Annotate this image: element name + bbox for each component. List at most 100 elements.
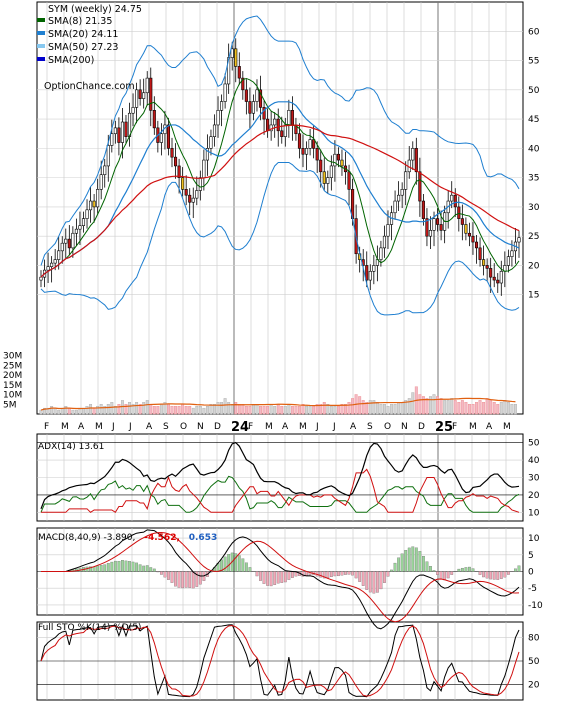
volume-bar [283,406,287,415]
price-candle [326,177,330,184]
price-candle [67,238,71,249]
macd-histogram-bar [457,568,461,572]
volume-bar [110,402,114,415]
price-tick-label: 30 [528,203,540,213]
month-label: 24 [231,420,249,435]
price-candle [46,266,50,271]
volume-bar [365,402,369,415]
volume-bar [220,402,224,415]
volume-bar [241,404,245,415]
plus-di-line [40,475,520,513]
volume-bar [57,409,61,415]
macd-tick-label: 0 [528,568,534,578]
price-candle [117,127,121,143]
price-candle [92,200,96,208]
volume-bar [443,400,447,415]
volume-bar [514,404,517,415]
volume-bar [383,404,386,415]
macd-histogram-bar [276,571,280,584]
price-candle [489,268,493,278]
price-candle [329,165,333,178]
price-candle [305,148,309,155]
volume-bar [340,404,344,415]
price-candle [460,218,464,225]
price-candle [283,124,287,137]
grid-lines [37,2,523,700]
price-candle [191,197,195,203]
macd-histogram-bar [372,571,376,594]
volume-bar [425,398,429,415]
stochastic-tick-label: 50 [528,657,540,667]
macd-histogram-bar [429,566,432,572]
price-candle [269,124,273,132]
price-candle [198,177,202,191]
volume-bar [273,406,277,415]
price-candle [471,235,475,243]
macd-histogram-bar [220,559,223,572]
price-candle [103,165,107,176]
price-candle [478,247,482,260]
volume-bar [496,404,500,415]
volume-bar [213,404,216,415]
macd-histogram-bar [503,571,507,578]
volume-bar [319,404,323,415]
macd-histogram-bar [496,571,500,580]
volume-bar [482,402,486,415]
price-candle [142,92,146,99]
price-candle [496,279,500,284]
price-candle [301,148,305,155]
adx-tick-label: 10 [528,508,540,518]
price-tick-label: 25 [528,232,539,242]
volume-bar [50,406,54,415]
volume-bar [308,406,312,415]
volume-bar [145,400,149,415]
macd-histogram-bar [110,561,114,572]
volume-bar [432,394,436,415]
volume-bar [475,402,478,415]
macd-histogram-bar [368,571,372,593]
price-candle [96,189,100,208]
macd-histogram-bar [517,565,521,572]
macd-histogram-bar [138,564,142,572]
macd-histogram-bar [471,568,475,572]
month-label: F [452,422,457,432]
macd-histogram-bar [482,571,485,578]
price-candle [365,265,369,281]
volume-bar [43,407,46,415]
volume-bar [510,404,514,415]
price-candle [113,127,117,135]
volume-bar [312,406,316,415]
month-label: D [418,422,425,432]
volume-tick-label: 25M [3,361,22,371]
price-candle [266,118,270,132]
macd-histogram-bar [390,569,393,572]
macd-histogram-bar [492,571,496,580]
volume-bar [305,406,309,415]
volume-bar [53,407,57,415]
macd-histogram-bar [124,560,128,572]
macd-histogram-bar [400,553,404,572]
price-candle [432,218,436,231]
volume-bar [276,404,280,415]
price-candle [315,148,319,161]
volume-bar [167,404,170,415]
price-candle [290,110,294,126]
month-label: D [214,422,221,432]
macd-histogram-bar [184,571,188,588]
legend-swatch [37,44,45,48]
price-candle [428,230,433,237]
sma-50-line [40,124,520,278]
month-label: M [61,422,69,432]
macd-histogram-bar [418,551,422,572]
macd-histogram-bar [347,571,351,575]
macd-histogram-bar [113,560,117,572]
volume-bar [397,402,401,415]
macd-histogram-bar [259,571,262,581]
volume-bar [163,402,167,415]
price-candle [482,259,486,266]
price-candle [57,250,61,260]
volume-bar [103,406,107,415]
macd-histogram-bar [248,567,252,572]
macd-histogram-bar [181,571,185,589]
